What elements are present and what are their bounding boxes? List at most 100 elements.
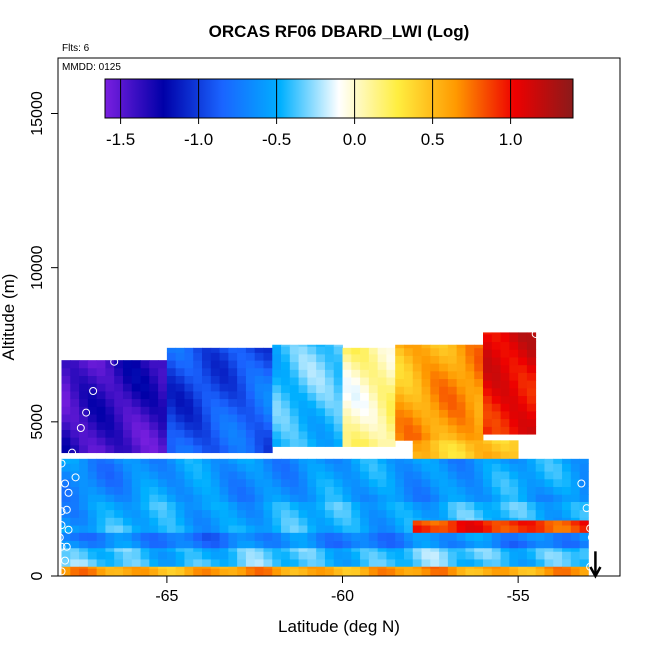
heatmap-cell [105,525,115,534]
heatmap-cell [131,566,141,569]
heatmap-cell [122,532,133,541]
heatmap-cell [360,551,370,560]
heatmap-cell [193,532,203,541]
heatmap-cell [307,463,317,472]
heatmap-cell [193,502,203,511]
heatmap-cell [316,377,326,386]
heatmap-cell [79,566,89,569]
heatmap-cell [298,346,308,355]
heatmap-cell [518,458,528,464]
heatmap-cell [298,559,308,568]
heatmap-cell [219,478,229,487]
heatmap-cell [316,438,326,447]
heatmap-cell [254,509,264,518]
heatmap-cell [219,414,229,423]
heatmap-cell [456,502,466,511]
heatmap-cell [263,494,273,503]
heatmap-cell [474,386,484,395]
heatmap-cell [193,444,203,454]
profile-point [62,542,71,551]
heatmap-cell [430,355,440,364]
heatmap-cell [96,532,106,541]
heatmap-cell [421,409,431,418]
heatmap-cell [544,566,554,569]
heatmap-cell [333,551,343,560]
heatmap-cell [395,378,405,387]
heatmap-cell [474,559,484,568]
heatmap-cell [219,471,229,480]
heatmap-cell [272,559,282,568]
heatmap-cell [342,392,352,401]
heatmap-cell [245,391,256,400]
heatmap-cell [377,377,387,386]
heatmap-cell [377,438,387,447]
heatmap-cell [289,344,300,347]
heatmap-cell [96,559,106,568]
colorbar-tick-label: 1.0 [499,130,523,149]
heatmap-cell [439,568,449,577]
heatmap-cell [483,451,493,460]
heatmap-cell [228,502,238,511]
heatmap-cell [210,532,220,541]
heatmap-cell [184,360,194,369]
heatmap-cell [360,407,370,417]
heatmap-cell [342,566,352,569]
heatmap-cell [228,463,238,472]
heatmap-cell [360,384,370,393]
heatmap-cell [87,540,98,549]
heatmap-cell [281,344,291,347]
heatmap-cell [483,380,493,389]
date-annotation: MMDD: 0125 [62,62,121,73]
heatmap-cell [526,566,537,569]
heatmap-cell [245,502,256,511]
heatmap-cell [500,471,510,480]
heatmap-cell [202,437,212,446]
heatmap-cell [105,517,115,526]
heatmap-cell [491,458,501,464]
heatmap-cell [483,525,493,534]
heatmap-cell [342,509,352,518]
heatmap-cell [228,559,238,568]
heatmap-cell [254,478,264,487]
heatmap-cell [324,509,335,518]
heatmap-cell [79,367,89,376]
heatmap-cell [483,395,493,404]
heatmap-cell [70,429,80,438]
heatmap-cell [447,540,458,549]
heatmap-cell [509,458,519,464]
heatmap-cell [254,398,264,407]
heatmap-cell [202,517,212,526]
heatmap-cell [500,502,510,511]
heatmap-cell [544,502,554,511]
heatmap-cell [395,344,405,349]
heatmap-cell [79,471,89,480]
heatmap-cell [395,409,405,418]
heatmap-cell [298,568,308,577]
heatmap-cell [491,525,501,534]
heatmap-cell [272,525,282,534]
heatmap-cell [465,394,475,403]
heatmap-cell [421,424,431,434]
heatmap-cell [360,377,370,386]
heatmap-cell [439,355,449,364]
heatmap-cell [149,566,159,569]
heatmap-cell [289,431,300,440]
heatmap-cell [412,551,422,560]
heatmap-cell [465,424,475,434]
heatmap-cell [518,502,528,511]
heatmap-cell [263,352,273,361]
heatmap-cell [377,494,387,503]
heatmap-cell [474,363,484,372]
heatmap-cell [272,478,282,487]
heatmap-cell [324,458,335,464]
heatmap-cell [307,566,317,569]
heatmap-cell [289,354,300,363]
heatmap-cell [254,360,264,369]
heatmap-cell [272,431,282,440]
heatmap-cell [298,502,308,511]
heatmap-cell [439,440,449,444]
heatmap-cell [421,509,431,518]
heatmap-cell [360,532,370,541]
heatmap-cell [289,551,300,560]
heatmap-cell [237,360,247,369]
